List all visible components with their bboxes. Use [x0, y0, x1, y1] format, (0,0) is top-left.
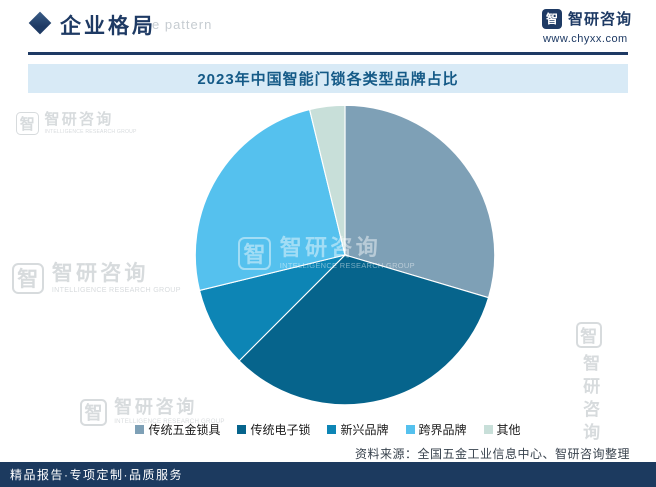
brand-watermark-logo-icon: 智 — [12, 262, 44, 295]
pie-slice-0 — [344, 104, 496, 299]
brand-name: 智研咨询 — [567, 11, 632, 28]
brand-watermark-logo-icon: 智 — [576, 322, 602, 348]
legend-label: 其他 — [496, 423, 521, 437]
footer-tagline: 精品报告·专项定制·品质服务 — [10, 468, 183, 482]
brand-watermark: 智 智研咨询 INTELLIGENCE RESEARCH GROUP — [16, 111, 137, 135]
brand-logo-icon: 智 — [541, 8, 562, 29]
header-watermark-text: e pattern — [152, 17, 213, 32]
legend-item-3: 跨界品牌 — [405, 421, 467, 438]
brand-watermark-text: 智研咨询 — [44, 111, 114, 128]
chart-legend: 传统五金锁具 传统电子锁 新兴品牌 跨界品牌 其他 — [0, 421, 656, 438]
chart-title-bar: 2023年中国智能门锁各类型品牌占比 — [28, 64, 628, 93]
legend-item-2: 新兴品牌 — [327, 421, 389, 438]
pie-slice-4 — [308, 104, 346, 256]
section-diamond-icon — [28, 11, 52, 35]
brand-watermark-logo-icon: 智 — [16, 112, 39, 135]
legend-item-0: 传统五金锁具 — [135, 421, 220, 438]
legend-label: 新兴品牌 — [340, 423, 389, 437]
chart-title: 2023年中国智能门锁各类型品牌占比 — [197, 71, 459, 88]
legend-item-4: 其他 — [483, 421, 521, 438]
section-title: 企业格局 — [60, 15, 156, 38]
pie-slice-2 — [198, 253, 347, 362]
legend-swatch — [237, 425, 247, 434]
legend-swatch — [327, 425, 337, 434]
brand-url: www.chyxx.com — [542, 33, 628, 45]
brand-watermark: 智 智研咨询 INTELLIGENCE RESEARCH GROUP — [12, 262, 181, 295]
legend-label: 传统电子锁 — [250, 423, 311, 437]
brand-watermark-text: 智研咨询 — [51, 262, 149, 285]
header-divider — [28, 52, 628, 55]
legend-item-1: 传统电子锁 — [237, 421, 310, 438]
pie-slice-1 — [238, 254, 490, 406]
source-note: 资料来源：全国五金工业信息中心、智研咨询整理 — [354, 447, 630, 461]
legend-label: 跨界品牌 — [418, 423, 467, 437]
footer-bar: 精品报告·专项定制·品质服务 — [0, 462, 656, 487]
pie-chart — [193, 103, 497, 407]
brand-logo: 智 智研咨询 www.chyxx.com — [541, 8, 632, 45]
legend-swatch — [135, 425, 145, 434]
legend-swatch — [405, 425, 415, 434]
legend-label: 传统五金锁具 — [148, 423, 221, 437]
pie-slice-3 — [194, 108, 346, 292]
pie-svg — [194, 104, 496, 406]
brand-watermark-subtext: INTELLIGENCE RESEARCH GROUP — [51, 285, 181, 294]
brand-watermark-subtext: INTELLIGENCE RESEARCH GROUP — [44, 128, 137, 135]
legend-swatch — [483, 425, 493, 434]
